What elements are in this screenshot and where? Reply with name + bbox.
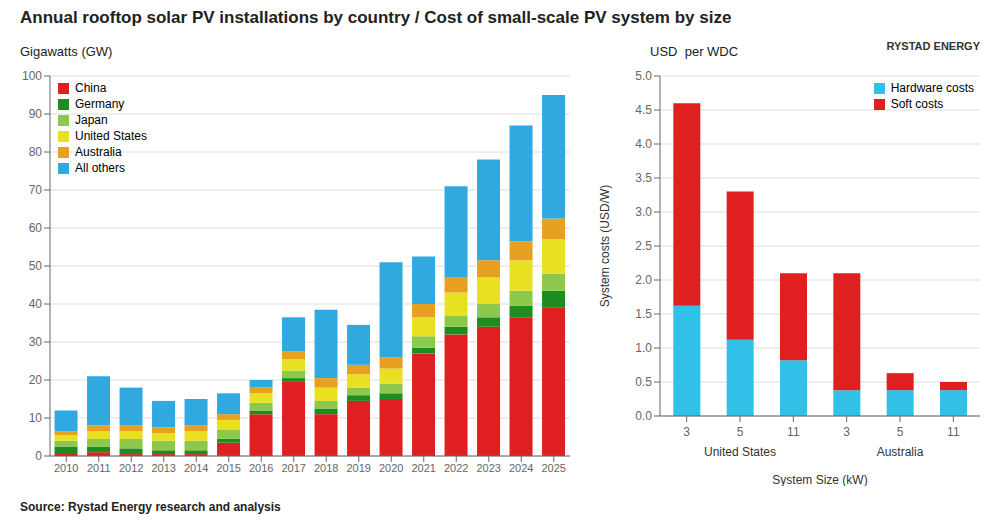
svg-text:2019: 2019 [347, 462, 371, 474]
svg-text:2018: 2018 [314, 462, 338, 474]
svg-text:System Size (kW): System Size (kW) [772, 473, 867, 486]
svg-text:2022: 2022 [444, 462, 468, 474]
svg-text:2.0: 2.0 [635, 273, 652, 287]
svg-text:2025: 2025 [542, 462, 566, 474]
svg-text:20: 20 [29, 373, 43, 387]
svg-text:2011: 2011 [87, 462, 111, 474]
svg-text:3.0: 3.0 [635, 205, 652, 219]
svg-text:50: 50 [29, 259, 43, 273]
html-text:Japan: Japan [75, 113, 108, 127]
svg-text:4.5: 4.5 [635, 103, 652, 117]
svg-text:60: 60 [29, 221, 43, 235]
svg-text:2014: 2014 [184, 462, 208, 474]
html-text:China: China [75, 81, 107, 95]
html-text:Soft costs: Soft costs [890, 97, 944, 111]
html-text:Source: Rystad Energy research: Source: Rystad Energy research and analy… [20, 500, 281, 514]
svg-text:Australia: Australia [877, 445, 924, 459]
html-text:United States: United States [75, 129, 147, 143]
svg-text:1.5: 1.5 [635, 307, 652, 321]
svg-text:1.0: 1.0 [635, 341, 652, 355]
svg-text:100: 100 [22, 69, 42, 83]
svg-text:3: 3 [683, 425, 690, 439]
svg-text:0.0: 0.0 [635, 409, 652, 423]
html-text:Hardware costs: Hardware costs [890, 81, 974, 95]
svg-text:2020: 2020 [379, 462, 403, 474]
svg-text:5: 5 [737, 425, 744, 439]
svg-text:90: 90 [29, 107, 43, 121]
svg-text:0: 0 [35, 449, 42, 463]
svg-text:2016: 2016 [249, 462, 273, 474]
html-text:Germany: Germany [75, 97, 125, 111]
svg-text:2015: 2015 [217, 462, 241, 474]
svg-text:70: 70 [29, 183, 43, 197]
html-text:USD per WDC: USD per WDC [650, 44, 739, 59]
svg-text:4.0: 4.0 [635, 137, 652, 151]
svg-text:11: 11 [787, 425, 800, 439]
svg-text:40: 40 [29, 297, 43, 311]
svg-text:0.5: 0.5 [635, 375, 652, 389]
svg-text:5.0: 5.0 [635, 69, 652, 83]
svg-text:3.5: 3.5 [635, 171, 652, 185]
svg-text:2.5: 2.5 [635, 239, 652, 253]
html-text:Gigawatts (GW): Gigawatts (GW) [20, 44, 113, 59]
html-text:Annual rooftop solar PV instal: Annual rooftop solar PV installations by… [20, 8, 732, 27]
html-text:RYSTAD ENERGY: RYSTAD ENERGY [886, 40, 980, 52]
svg-text:2024: 2024 [509, 462, 533, 474]
svg-text:3: 3 [843, 425, 850, 439]
html-text:Australia: Australia [75, 145, 122, 159]
html-text:All others: All others [75, 161, 125, 175]
svg-text:11: 11 [947, 425, 960, 439]
svg-text:2023: 2023 [477, 462, 501, 474]
svg-text:2012: 2012 [119, 462, 143, 474]
svg-text:10: 10 [29, 411, 43, 425]
svg-text:80: 80 [29, 145, 43, 159]
svg-text:System costs (USD/W): System costs (USD/W) [598, 185, 612, 308]
svg-text:2010: 2010 [54, 462, 78, 474]
svg-text:2017: 2017 [282, 462, 306, 474]
svg-text:2021: 2021 [412, 462, 436, 474]
svg-text:5: 5 [897, 425, 904, 439]
svg-text:United States: United States [704, 445, 776, 459]
svg-text:30: 30 [29, 335, 43, 349]
svg-text:2013: 2013 [152, 462, 176, 474]
